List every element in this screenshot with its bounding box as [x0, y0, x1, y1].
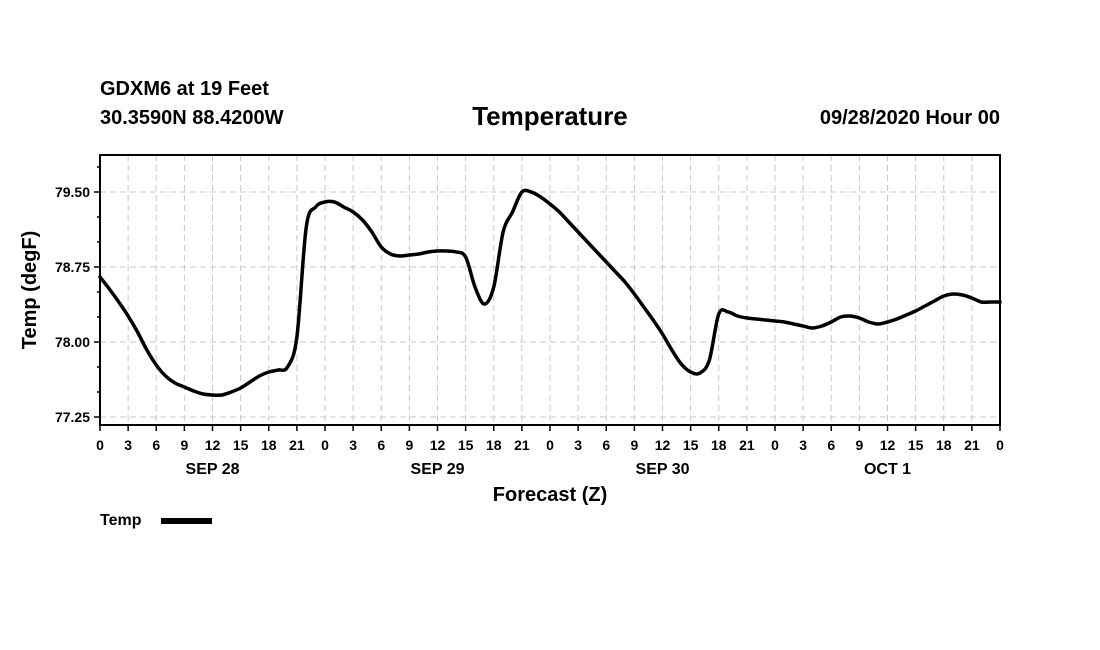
x-tick-label: 9: [180, 437, 188, 453]
day-label: SEP 30: [636, 461, 690, 478]
station-label: GDXM6 at 19 Feet: [100, 78, 269, 100]
x-tick-label: 15: [233, 437, 249, 453]
x-tick-label: 12: [880, 437, 896, 453]
x-tick-label: 3: [124, 437, 132, 453]
x-tick-label: 12: [205, 437, 221, 453]
x-tick-label: 15: [908, 437, 924, 453]
coordinates-label: 30.3590N 88.4200W: [100, 107, 284, 129]
x-tick-label: 6: [377, 437, 385, 453]
x-tick-label: 3: [799, 437, 807, 453]
x-tick-label: 21: [514, 437, 530, 453]
x-tick-label: 21: [964, 437, 980, 453]
legend-label: Temp: [100, 512, 142, 529]
x-tick-label: 12: [430, 437, 446, 453]
x-tick-label: 6: [827, 437, 835, 453]
x-tick-label: 6: [152, 437, 160, 453]
x-tick-label: 0: [771, 437, 779, 453]
legend: Temp: [100, 512, 212, 529]
y-tick-label: 78.00: [55, 334, 90, 350]
y-tick-label: 77.25: [55, 409, 90, 425]
series-line-group: [98, 188, 1002, 398]
x-tick-label: 9: [630, 437, 638, 453]
x-tick-label: 21: [289, 437, 305, 453]
y-axis-label: Temp (degF): [19, 231, 41, 350]
x-tick-label: 3: [349, 437, 357, 453]
x-tick-label: 15: [458, 437, 474, 453]
x-tick-label: 18: [936, 437, 952, 453]
x-tick-label: 9: [405, 437, 413, 453]
grid: [100, 155, 1000, 425]
x-axis: 0 3 6 9 12 15 18 21 0 3 6 9 12 15 18 21 0 3 6 9 12 15 18 21 0 3 6 9…: [96, 425, 1004, 453]
x-tick-label: 0: [321, 437, 329, 453]
x-tick-label: 0: [546, 437, 554, 453]
x-axis-label: Forecast (Z): [493, 484, 607, 506]
day-labels: SEP 28 SEP 29 SEP 30 OCT 1: [186, 461, 912, 478]
series-line-temp: [98, 188, 1002, 398]
datetime-label: 09/28/2020 Hour 00: [820, 107, 1000, 129]
x-tick-label: 18: [261, 437, 277, 453]
x-tick-label: 12: [655, 437, 671, 453]
day-label: SEP 28: [186, 461, 240, 478]
y-axis: 77.25 78.00 78.75 79.50: [55, 166, 100, 425]
x-tick-label: 21: [739, 437, 755, 453]
x-tick-label: 3: [574, 437, 582, 453]
day-label: OCT 1: [864, 461, 911, 478]
x-tick-label: 0: [96, 437, 104, 453]
day-label: SEP 29: [411, 461, 465, 478]
x-tick-label: 18: [486, 437, 502, 453]
x-tick-label: 9: [855, 437, 863, 453]
y-tick-label: 79.50: [55, 184, 90, 200]
chart-title: Temperature: [472, 101, 628, 131]
x-tick-label: 15: [683, 437, 699, 453]
x-tick-label: 18: [711, 437, 727, 453]
y-tick-label: 78.75: [55, 259, 90, 275]
x-tick-label: 0: [996, 437, 1004, 453]
x-tick-label: 6: [602, 437, 610, 453]
